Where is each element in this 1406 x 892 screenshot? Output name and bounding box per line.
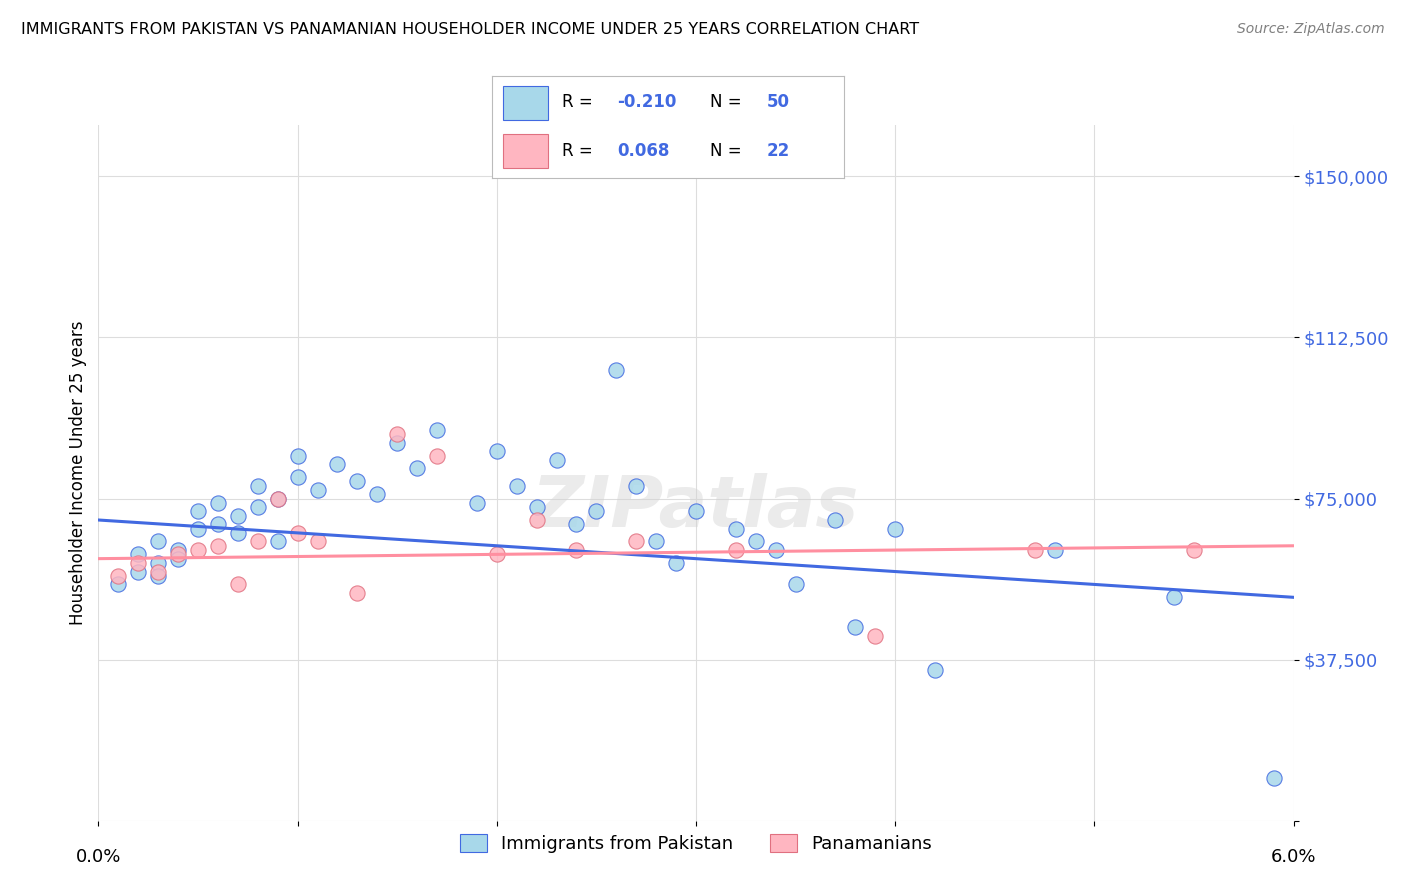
Point — [226, 577, 249, 591]
Point — [246, 478, 269, 492]
Point — [724, 522, 747, 536]
Text: 22: 22 — [766, 142, 790, 160]
Point — [585, 504, 607, 518]
Point — [485, 444, 508, 458]
Text: 0.068: 0.068 — [617, 142, 669, 160]
Point — [406, 461, 429, 475]
Point — [385, 435, 409, 450]
Point — [924, 663, 946, 677]
Point — [724, 543, 747, 558]
Point — [148, 565, 170, 579]
Point — [863, 629, 886, 643]
Point — [127, 556, 149, 570]
Point — [267, 491, 290, 506]
Point — [167, 551, 190, 566]
Point — [366, 487, 388, 501]
Point — [624, 478, 647, 492]
Point — [844, 620, 866, 634]
Point — [148, 534, 170, 549]
Point — [884, 522, 907, 536]
Point — [207, 517, 229, 532]
Text: 6.0%: 6.0% — [1271, 848, 1316, 866]
Point — [685, 504, 707, 518]
Point — [187, 543, 209, 558]
Text: R =: R = — [562, 142, 599, 160]
Point — [187, 522, 209, 536]
Point — [565, 517, 588, 532]
Text: N =: N = — [710, 142, 747, 160]
Point — [148, 569, 170, 583]
Point — [485, 547, 508, 561]
Point — [1163, 591, 1185, 605]
Point — [207, 539, 229, 553]
Point — [287, 525, 309, 540]
Point — [287, 470, 309, 484]
Point — [426, 449, 449, 463]
Point — [246, 500, 269, 515]
Point — [307, 483, 329, 497]
Point — [267, 491, 290, 506]
Bar — [503, 135, 548, 168]
Point — [326, 457, 349, 471]
Point — [506, 478, 529, 492]
Point — [346, 586, 368, 600]
Text: -0.210: -0.210 — [617, 94, 676, 112]
Text: 50: 50 — [766, 94, 789, 112]
Point — [127, 547, 149, 561]
Legend: Immigrants from Pakistan, Panamanians: Immigrants from Pakistan, Panamanians — [453, 827, 939, 860]
Point — [665, 556, 688, 570]
Y-axis label: Householder Income Under 25 years: Householder Income Under 25 years — [69, 320, 87, 625]
Point — [645, 534, 668, 549]
Point — [167, 547, 190, 561]
Point — [624, 534, 647, 549]
Text: Source: ZipAtlas.com: Source: ZipAtlas.com — [1237, 22, 1385, 37]
Point — [565, 543, 588, 558]
Point — [207, 496, 229, 510]
Point — [1024, 543, 1046, 558]
Text: R =: R = — [562, 94, 599, 112]
Point — [1263, 771, 1285, 785]
Point — [148, 556, 170, 570]
Point — [426, 423, 449, 437]
Point — [226, 525, 249, 540]
Point — [546, 453, 568, 467]
Point — [267, 534, 290, 549]
Text: IMMIGRANTS FROM PAKISTAN VS PANAMANIAN HOUSEHOLDER INCOME UNDER 25 YEARS CORRELA: IMMIGRANTS FROM PAKISTAN VS PANAMANIAN H… — [21, 22, 920, 37]
Point — [167, 543, 190, 558]
Text: ZIPatlas: ZIPatlas — [533, 473, 859, 542]
Point — [346, 475, 368, 489]
Point — [1043, 543, 1066, 558]
Text: N =: N = — [710, 94, 747, 112]
Point — [526, 513, 548, 527]
Point — [307, 534, 329, 549]
Point — [107, 569, 129, 583]
Point — [127, 565, 149, 579]
Bar — [503, 87, 548, 120]
Point — [605, 362, 627, 376]
Point — [107, 577, 129, 591]
Point — [287, 449, 309, 463]
Point — [226, 508, 249, 523]
Point — [745, 534, 768, 549]
Point — [765, 543, 787, 558]
Point — [385, 427, 409, 442]
Point — [246, 534, 269, 549]
Point — [526, 500, 548, 515]
Point — [1182, 543, 1205, 558]
Point — [785, 577, 807, 591]
Point — [824, 513, 846, 527]
Point — [465, 496, 488, 510]
Point — [187, 504, 209, 518]
Text: 0.0%: 0.0% — [76, 848, 121, 866]
